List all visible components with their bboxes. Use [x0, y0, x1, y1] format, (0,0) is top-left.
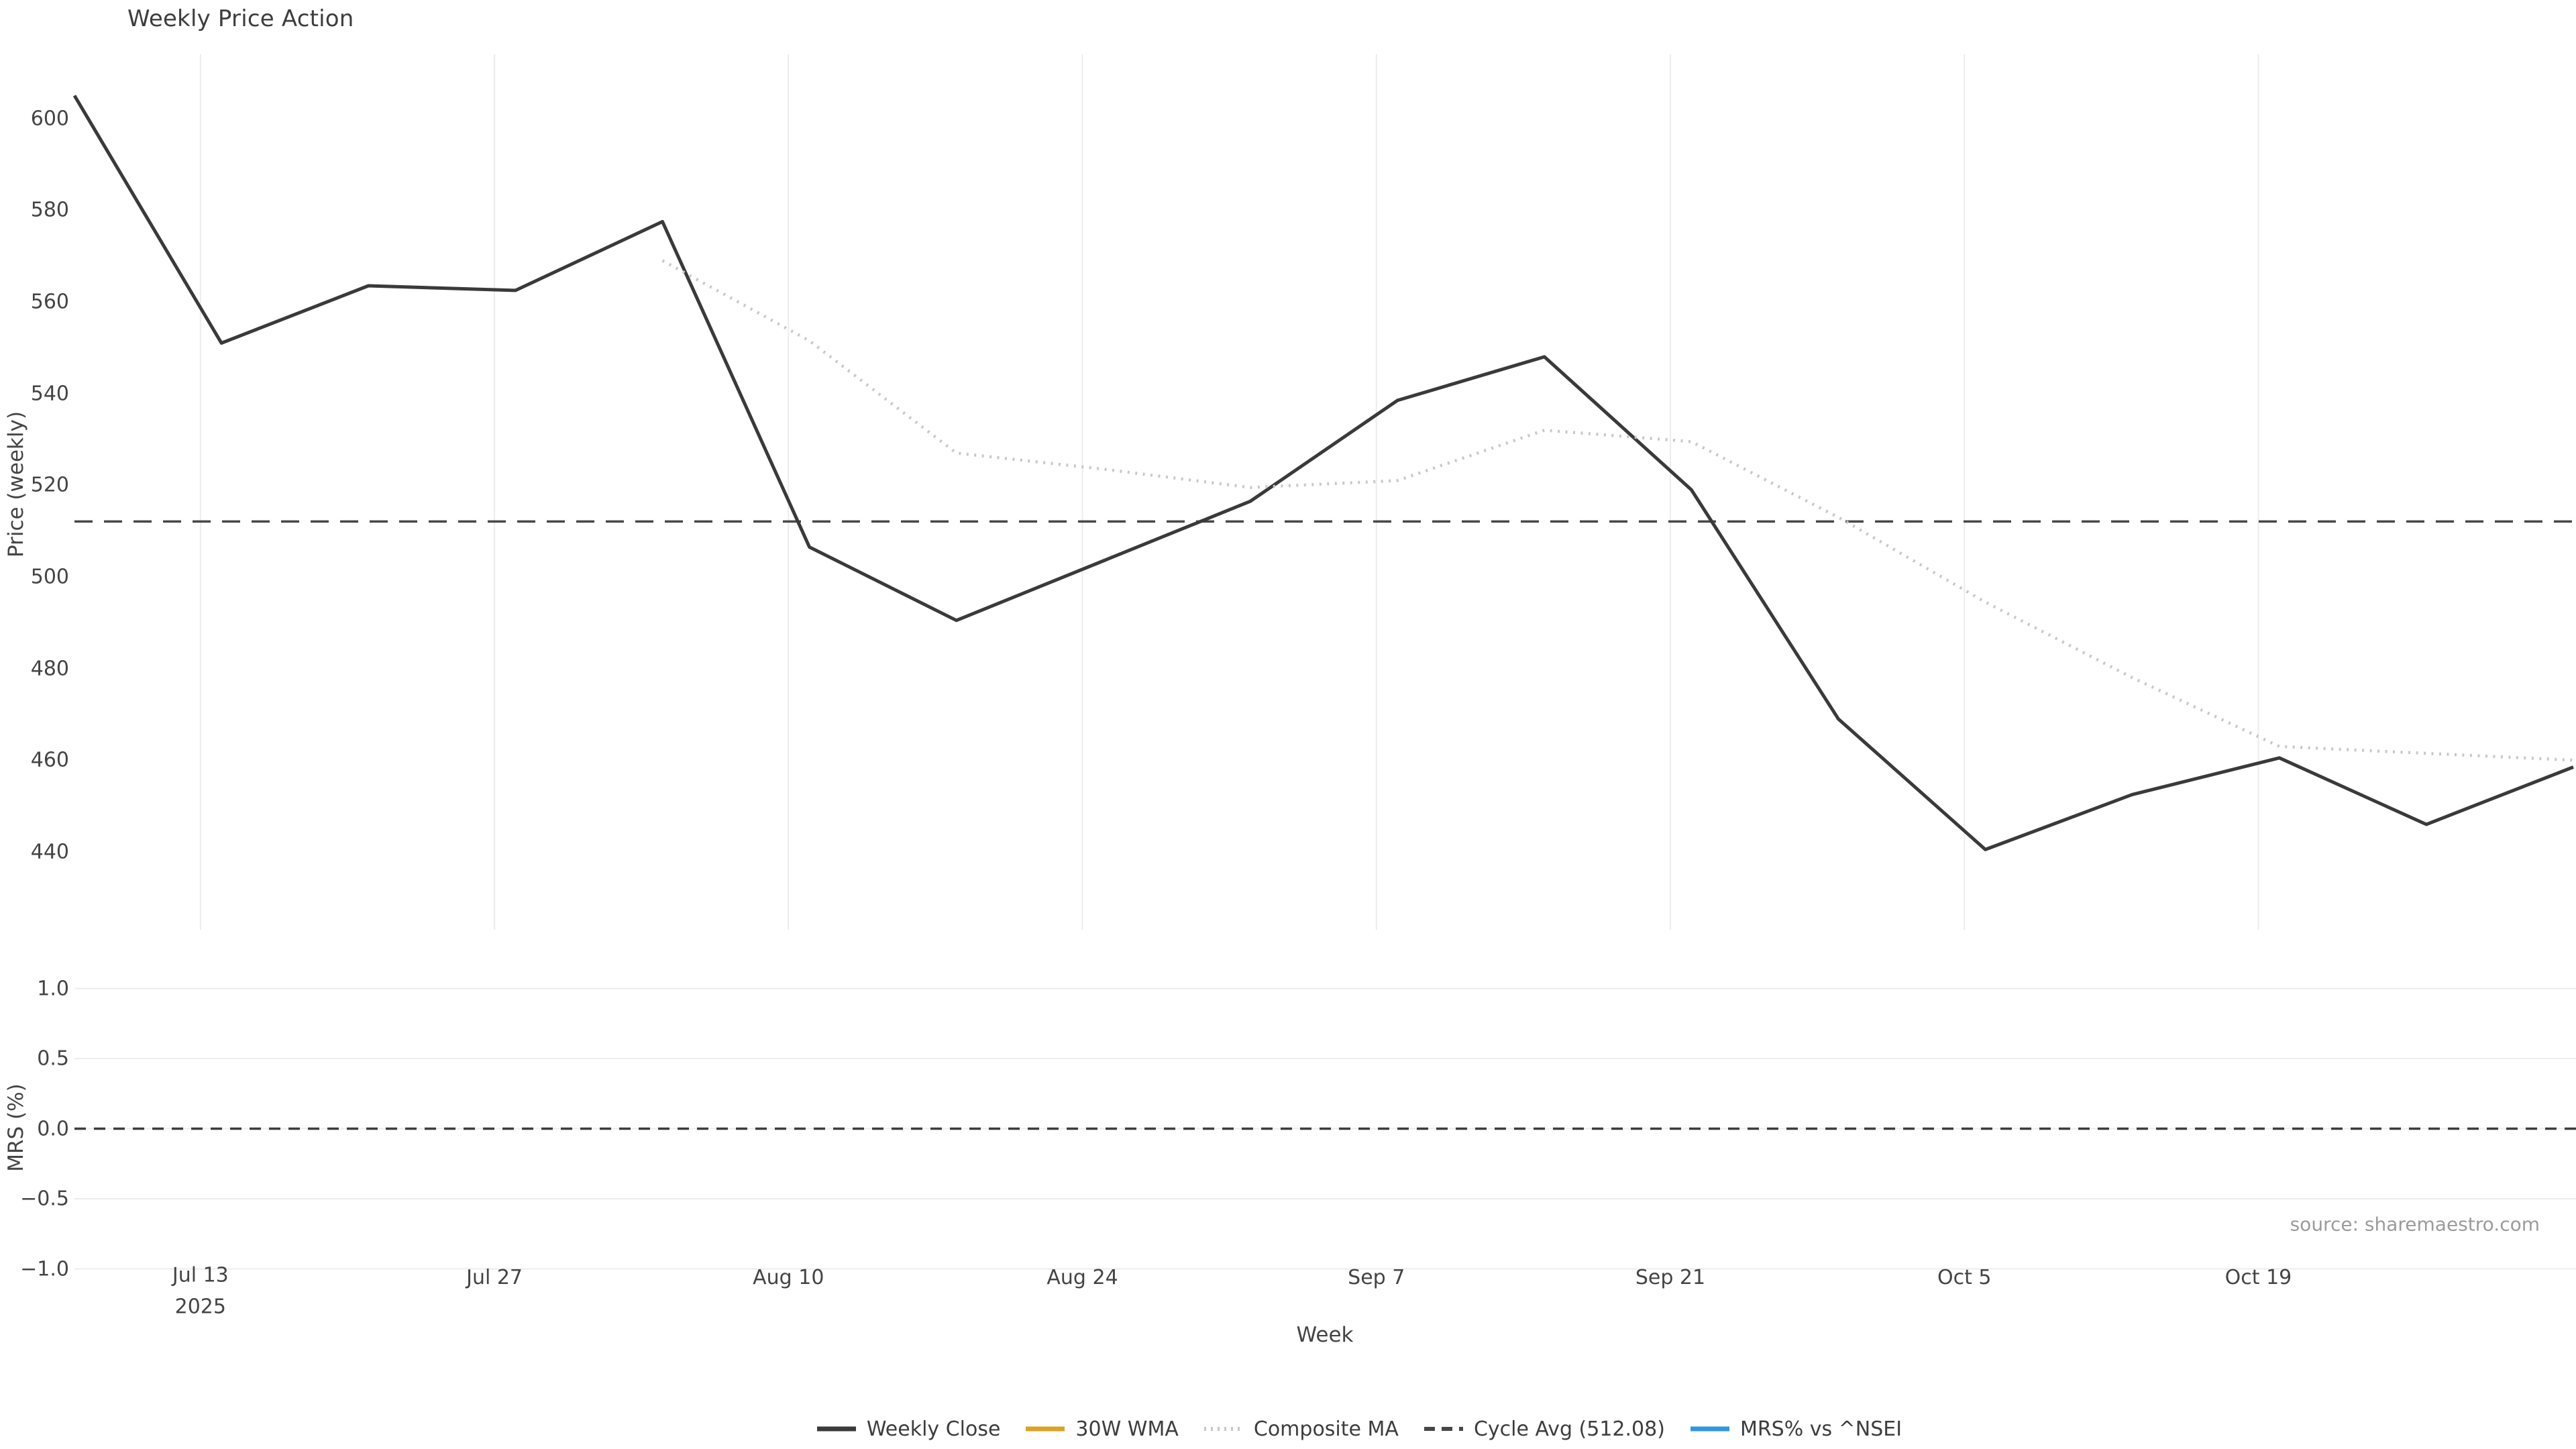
- price-tick-label: 440: [30, 840, 69, 864]
- price-tick-label: 600: [30, 107, 69, 131]
- date-tick-label: Sep 21: [1635, 1265, 1706, 1289]
- price-tick-label: 580: [30, 198, 69, 222]
- mrs-tick-label: −1.0: [20, 1257, 69, 1281]
- legend: Weekly Close 30W WMA Composite MA Cycle …: [142, 1413, 2576, 1445]
- wma-line-icon: [1026, 1426, 1065, 1432]
- legend-item-mrs[interactable]: MRS% vs ^NSEI: [1689, 1417, 1902, 1441]
- mrs-tick-label: 1.0: [37, 977, 69, 1000]
- legend-label: 30W WMA: [1075, 1417, 1179, 1441]
- date-tick-label: Aug 24: [1046, 1265, 1118, 1289]
- mrs-axis-title: MRS (%): [4, 1083, 28, 1172]
- legend-label: Weekly Close: [866, 1417, 1001, 1441]
- legend-item-cycle-avg[interactable]: Cycle Avg (512.08): [1423, 1417, 1665, 1441]
- mrs-tick-label: −0.5: [20, 1187, 69, 1211]
- price-tick-label: 500: [30, 565, 69, 589]
- x-axis-title: Week: [1296, 1323, 1354, 1347]
- legend-label: Composite MA: [1253, 1417, 1399, 1441]
- legend-item-30w-wma[interactable]: 30W WMA: [1024, 1417, 1179, 1441]
- page-title: Weekly Price Action: [127, 5, 354, 32]
- date-tick-label: Oct 19: [2224, 1265, 2292, 1289]
- price-axis-title: Price (weekly): [4, 411, 28, 558]
- date-tick-label: Oct 5: [1937, 1265, 1992, 1289]
- weekly-close-line-icon: [816, 1426, 856, 1432]
- legend-item-composite-ma[interactable]: Composite MA: [1203, 1417, 1399, 1441]
- mrs-tick-label: 0.5: [37, 1046, 69, 1071]
- price-tick-label: 480: [30, 657, 69, 681]
- mrs-line-icon: [1690, 1426, 1729, 1432]
- date-tick-label: Jul 27: [466, 1265, 523, 1289]
- date-tick-label: Sep 7: [1348, 1265, 1405, 1289]
- date-tick-label: Aug 10: [753, 1265, 824, 1289]
- price-tick-label: 560: [30, 290, 69, 314]
- composite-ma-line: [661, 259, 2574, 762]
- price-tick-label: 460: [30, 748, 69, 772]
- dashed-line-icon: [1424, 1427, 1463, 1431]
- dotted-line-icon: [1203, 1427, 1243, 1431]
- legend-item-weekly-close[interactable]: Weekly Close: [816, 1417, 1001, 1441]
- date-year-label: 2025: [174, 1295, 226, 1318]
- weekly-close-line: [72, 95, 2574, 851]
- legend-label: MRS% vs ^NSEI: [1739, 1417, 1902, 1441]
- mrs-tick-label: 0.0: [37, 1117, 69, 1140]
- legend-label: Cycle Avg (512.08): [1473, 1417, 1665, 1441]
- price-tick-label: 520: [30, 473, 69, 497]
- date-tick-label: Jul 13 2025: [172, 1260, 229, 1323]
- price-tick-label: 540: [30, 382, 69, 406]
- source-note: source: sharemaestro.com: [2290, 1213, 2540, 1236]
